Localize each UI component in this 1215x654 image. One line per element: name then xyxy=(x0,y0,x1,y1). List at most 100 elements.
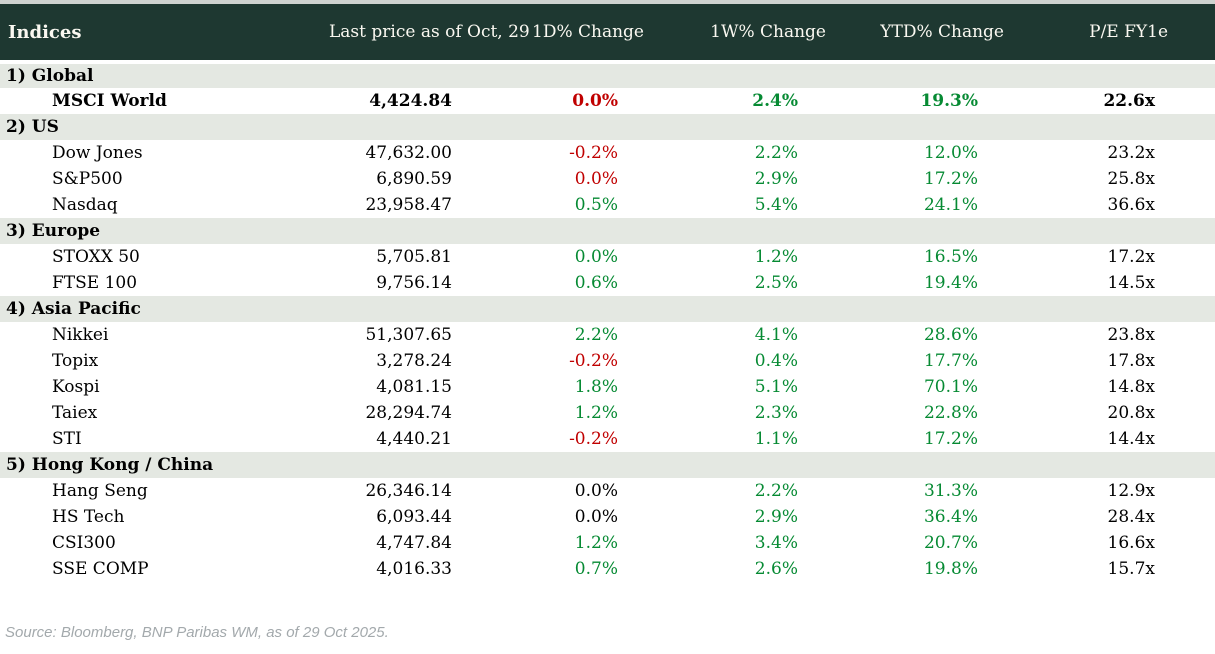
index-name: CSI300 xyxy=(52,533,116,553)
change-1w: 3.4% xyxy=(754,533,798,553)
section-label: 3) Europe xyxy=(6,221,101,241)
index-name: Nikkei xyxy=(52,325,109,345)
change-1d: 0.0% xyxy=(574,507,618,527)
change-1d: 0.0% xyxy=(572,91,618,111)
change-1d: 0.5% xyxy=(574,195,618,215)
last-price: 3,278.24 xyxy=(376,351,452,371)
section-row: 4) Asia Pacific xyxy=(0,296,1215,322)
change-1w: 1.1% xyxy=(754,429,798,449)
change-ytd: 19.4% xyxy=(923,273,978,293)
index-name: FTSE 100 xyxy=(52,273,138,293)
last-price: 51,307.65 xyxy=(365,325,452,345)
column-pe-fy1e: P/E FY1e xyxy=(1010,4,1215,64)
last-price: 4,747.84 xyxy=(376,533,452,553)
index-name: Kospi xyxy=(52,377,100,397)
change-1w: 2.4% xyxy=(752,91,798,111)
change-ytd: 19.8% xyxy=(923,559,978,579)
index-name: S&P500 xyxy=(52,169,123,189)
index-row: FTSE 100 9,756.14 0.6% 2.5% 19.4% 14.5x xyxy=(0,270,1215,296)
index-name: Taiex xyxy=(52,403,98,423)
index-row: CSI300 4,747.84 1.2% 3.4% 20.7% 16.6x xyxy=(0,530,1215,556)
pe-ratio: 17.8x xyxy=(1107,351,1155,371)
column-last-price: Last price as of Oct, 29 xyxy=(328,4,530,64)
last-price: 4,424.84 xyxy=(369,91,452,111)
table-header-row: Indices Last price as of Oct, 29 1D% Chang… xyxy=(0,4,1215,64)
column-1w-change: 1W% Change xyxy=(648,4,828,64)
top-divider xyxy=(0,0,1215,4)
pe-ratio: 36.6x xyxy=(1107,195,1155,215)
index-name: MSCI World xyxy=(52,91,167,111)
pe-ratio: 12.9x xyxy=(1107,481,1155,501)
change-ytd: 17.7% xyxy=(923,351,978,371)
section-label: 2) US xyxy=(6,117,59,137)
change-1d: 1.2% xyxy=(574,403,618,423)
pe-ratio: 17.2x xyxy=(1107,247,1155,267)
indices-table: Indices Last price as of Oct, 29 1D% Chang… xyxy=(0,4,1215,582)
change-1d: 0.0% xyxy=(574,169,618,189)
index-name: Dow Jones xyxy=(52,143,143,163)
change-1w: 2.2% xyxy=(754,481,798,501)
change-1d: 1.8% xyxy=(574,377,618,397)
change-1w: 2.2% xyxy=(754,143,798,163)
change-ytd: 19.3% xyxy=(920,91,978,111)
change-ytd: 70.1% xyxy=(923,377,978,397)
table-head: Indices Last price as of Oct, 29 1D% Chang… xyxy=(0,4,1215,64)
change-1w: 4.1% xyxy=(754,325,798,345)
last-price: 28,294.74 xyxy=(365,403,452,423)
last-price: 6,093.44 xyxy=(376,507,452,527)
index-name: STI xyxy=(52,429,82,449)
section-row: 2) US xyxy=(0,114,1215,140)
source-note: Source: Bloomberg, BNP Paribas WM, as of… xyxy=(5,624,389,641)
change-ytd: 17.2% xyxy=(923,429,978,449)
change-1d: 0.0% xyxy=(574,481,618,501)
change-ytd: 31.3% xyxy=(923,481,978,501)
last-price: 6,890.59 xyxy=(376,169,452,189)
index-row: Nasdaq 23,958.47 0.5% 5.4% 24.1% 36.6x xyxy=(0,192,1215,218)
last-price: 5,705.81 xyxy=(376,247,452,267)
change-1w: 1.2% xyxy=(754,247,798,267)
section-row: 1) Global xyxy=(0,62,1215,88)
index-name: Hang Seng xyxy=(52,481,148,501)
change-ytd: 36.4% xyxy=(923,507,978,527)
change-1w: 2.6% xyxy=(754,559,798,579)
index-name: SSE COMP xyxy=(52,559,149,579)
index-row: Nikkei 51,307.65 2.2% 4.1% 28.6% 23.8x xyxy=(0,322,1215,348)
index-name: STOXX 50 xyxy=(52,247,140,267)
last-price: 26,346.14 xyxy=(365,481,452,501)
change-1d: -0.2% xyxy=(569,351,618,371)
change-ytd: 28.6% xyxy=(923,325,978,345)
change-1w: 5.1% xyxy=(754,377,798,397)
section-label: 4) Asia Pacific xyxy=(6,299,141,319)
pe-ratio: 22.6x xyxy=(1103,91,1155,111)
index-name: Topix xyxy=(52,351,99,371)
pe-ratio: 20.8x xyxy=(1107,403,1155,423)
last-price: 47,632.00 xyxy=(365,143,452,163)
index-row: Topix 3,278.24 -0.2% 0.4% 17.7% 17.8x xyxy=(0,348,1215,374)
change-1w: 2.9% xyxy=(754,507,798,527)
change-1d: 0.7% xyxy=(574,559,618,579)
change-ytd: 16.5% xyxy=(923,247,978,267)
pe-ratio: 25.8x xyxy=(1107,169,1155,189)
section-label: 1) Global xyxy=(6,66,94,86)
table-body: 1) Global MSCI World 4,424.84 0.0% 2.4% 19.3%… xyxy=(0,62,1215,582)
last-price: 23,958.47 xyxy=(365,195,452,215)
change-1d: 0.6% xyxy=(574,273,618,293)
pe-ratio: 23.8x xyxy=(1107,325,1155,345)
pe-ratio: 14.5x xyxy=(1107,273,1155,293)
index-name: Nasdaq xyxy=(52,195,118,215)
change-ytd: 20.7% xyxy=(923,533,978,553)
index-name: HS Tech xyxy=(52,507,125,527)
index-row: SSE COMP 4,016.33 0.7% 2.6% 19.8% 15.7x xyxy=(0,556,1215,582)
change-1w: 0.4% xyxy=(754,351,798,371)
index-row: STOXX 50 5,705.81 0.0% 1.2% 16.5% 17.2x xyxy=(0,244,1215,270)
pe-ratio: 14.8x xyxy=(1107,377,1155,397)
pe-ratio: 16.6x xyxy=(1107,533,1155,553)
index-row: Hang Seng 26,346.14 0.0% 2.2% 31.3% 12.9x xyxy=(0,478,1215,504)
index-row: Taiex 28,294.74 1.2% 2.3% 22.8% 20.8x xyxy=(0,400,1215,426)
column-indices: Indices xyxy=(0,4,328,64)
change-ytd: 12.0% xyxy=(923,143,978,163)
change-1d: 2.2% xyxy=(574,325,618,345)
change-1w: 2.9% xyxy=(754,169,798,189)
pe-ratio: 23.2x xyxy=(1107,143,1155,163)
